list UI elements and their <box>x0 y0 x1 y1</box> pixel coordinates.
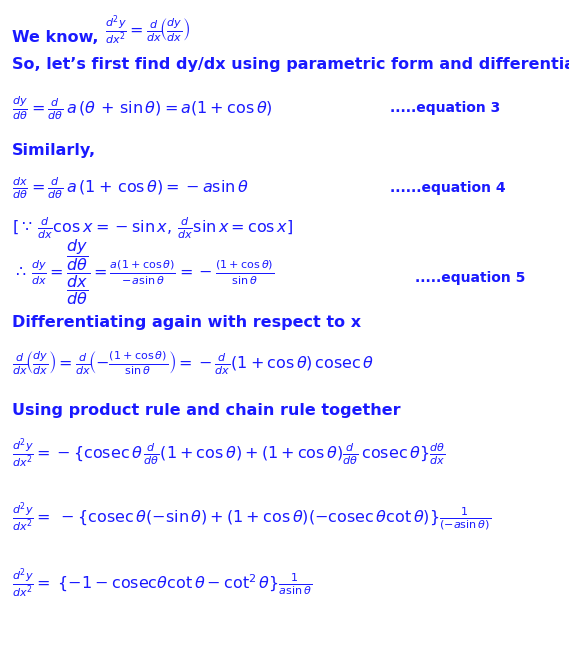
Text: So, let’s first find dy/dx using parametric form and differentiate it again.: So, let’s first find dy/dx using paramet… <box>12 57 569 73</box>
Text: $\frac{dy}{d\theta} = \frac{d}{d\theta}\,a\,(\theta\,+\,\sin\theta) = a(1 + \cos: $\frac{dy}{d\theta} = \frac{d}{d\theta}\… <box>12 94 273 122</box>
Text: Differentiating again with respect to x: Differentiating again with respect to x <box>12 315 361 330</box>
Text: $\therefore\,\frac{dy}{dx} = \dfrac{\dfrac{dy}{d\theta}}{\dfrac{dx}{d\theta}} = : $\therefore\,\frac{dy}{dx} = \dfrac{\dfr… <box>12 237 274 307</box>
Text: $\frac{dx}{d\theta} = \frac{d}{d\theta}\,a\,(1 +\,\cos\theta) = -a\sin\theta$: $\frac{dx}{d\theta} = \frac{d}{d\theta}\… <box>12 175 249 201</box>
Text: .....equation 3: .....equation 3 <box>390 101 500 115</box>
Text: $\frac{d^2y}{dx^2} = -\{\mathrm{cosec}\,\theta\,\frac{d}{d\theta}(1+\cos\theta) : $\frac{d^2y}{dx^2} = -\{\mathrm{cosec}\,… <box>12 436 446 470</box>
Text: $\frac{d}{dx}\!\left(\frac{dy}{dx}\right) = \frac{d}{dx}\!\left(-\frac{(1+\cos\t: $\frac{d}{dx}\!\left(\frac{dy}{dx}\right… <box>12 349 374 377</box>
Text: Using product rule and chain rule together: Using product rule and chain rule togeth… <box>12 402 401 417</box>
Text: ......equation 4: ......equation 4 <box>390 181 506 195</box>
Text: $[\because\, \frac{d}{dx}\cos x = -\sin x,\,\frac{d}{dx}\sin x = \cos x]$: $[\because\, \frac{d}{dx}\cos x = -\sin … <box>12 215 293 241</box>
Text: $\frac{d^2y}{dx^2} = \;\{-1 - \mathrm{cosec}\theta\cot\theta - \cot^2\theta\}\fr: $\frac{d^2y}{dx^2} = \;\{-1 - \mathrm{co… <box>12 566 312 600</box>
Text: $\frac{d^2y}{dx^2} = \;-\{\mathrm{cosec}\,\theta(-\sin\theta) + (1+\cos\theta)(-: $\frac{d^2y}{dx^2} = \;-\{\mathrm{cosec}… <box>12 500 491 534</box>
Text: We know,: We know, <box>12 31 104 46</box>
Text: $\frac{d^2y}{dx^2} = \frac{d}{dx}\!\left(\frac{dy}{dx}\right)$: $\frac{d^2y}{dx^2} = \frac{d}{dx}\!\left… <box>105 13 191 47</box>
Text: .....equation 5: .....equation 5 <box>415 271 525 285</box>
Text: Similarly,: Similarly, <box>12 142 96 157</box>
